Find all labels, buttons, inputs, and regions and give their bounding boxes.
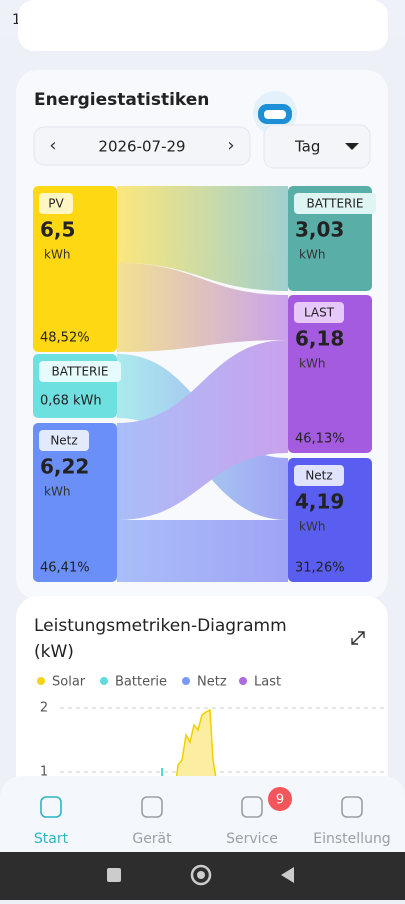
bottom-nav	[0, 776, 405, 852]
previous-card	[18, 0, 388, 51]
legend-marker	[35, 675, 47, 687]
service-badge-count: 9	[276, 793, 284, 808]
node-value: 6,5	[40, 218, 75, 242]
sankey-node	[33, 186, 117, 352]
legend-label[interactable]: Netz	[197, 675, 227, 690]
home-button[interactable]	[190, 864, 212, 886]
nav-icon[interactable]	[141, 796, 163, 818]
node-label: PV	[48, 197, 64, 211]
node-label-pill	[39, 430, 89, 451]
node-value: 6,22	[40, 455, 89, 479]
node-value: 4,19	[295, 490, 344, 514]
legend-label[interactable]: Solar	[52, 675, 86, 690]
node-label-pill	[39, 361, 121, 382]
period-dropdown[interactable]	[263, 124, 371, 169]
legend-marker	[98, 675, 110, 687]
node-label: BATTERIE	[52, 365, 109, 379]
flow	[117, 520, 288, 582]
nav-label[interactable]: Einstellung	[313, 831, 390, 847]
legend-label[interactable]: Last	[254, 675, 281, 690]
node-unit: kWh	[73, 394, 102, 409]
next-date[interactable]: ›	[227, 135, 234, 156]
flow	[117, 263, 288, 352]
robot-eyes	[264, 110, 286, 119]
power-title: Leistungsmetriken-Diagramm	[34, 616, 287, 636]
nav-items: Start Gerät Service Einstellung	[34, 796, 391, 847]
legend-marker	[237, 675, 249, 687]
service-badge	[268, 787, 292, 811]
home-dot	[197, 871, 205, 879]
node-unit: kWh	[44, 248, 70, 262]
legend-label[interactable]: Batterie	[115, 675, 167, 690]
y-tick-label: 1	[40, 765, 48, 780]
prev-date[interactable]: ‹	[49, 135, 56, 156]
node-label: BATTERIE	[307, 197, 364, 211]
card-title: Energiestatistiken	[34, 90, 209, 110]
flow	[117, 340, 288, 520]
sankey-flows	[117, 186, 288, 582]
node-share: 46,41%	[40, 561, 90, 576]
nav-icon[interactable]	[40, 796, 62, 818]
node-label: Netz	[50, 434, 77, 448]
nav-icon[interactable]	[341, 796, 363, 818]
node-label: Netz	[305, 469, 332, 483]
nav-label[interactable]: Service	[226, 831, 278, 847]
flow	[117, 186, 288, 291]
node-unit: kWh	[299, 520, 325, 534]
node-label-pill	[294, 465, 344, 486]
power-unit: (kW)	[34, 642, 74, 662]
node-value: 0,68	[40, 394, 69, 409]
solar-area	[174, 708, 219, 791]
node-value: 3,03	[295, 218, 344, 242]
nav-label[interactable]: Start	[34, 831, 69, 847]
sankey-node	[288, 458, 372, 582]
node-value: 6,18	[295, 327, 344, 351]
nav-icon[interactable]	[241, 796, 263, 818]
expand-icon[interactable]	[351, 631, 365, 645]
node-unit: kWh	[299, 357, 325, 371]
nav-label[interactable]: Gerät	[132, 831, 172, 847]
recents-button[interactable]	[107, 868, 121, 882]
node-label-pill	[294, 302, 344, 323]
node-share: 31,26%	[295, 561, 345, 576]
legend-marker	[180, 675, 192, 687]
date: 2026-07-29	[98, 138, 185, 156]
node-unit: kWh	[299, 248, 325, 262]
y-tick-label: 2	[40, 701, 48, 716]
node-label-pill	[39, 193, 73, 214]
node-share: 46,13%	[295, 432, 345, 447]
sankey-node	[33, 423, 117, 582]
date-picker[interactable]	[33, 126, 251, 166]
sankey-node	[288, 295, 372, 453]
node-label-pill	[294, 193, 376, 214]
node-label: LAST	[304, 306, 335, 320]
legend: Solar Batterie Netz Last	[35, 675, 281, 690]
node-unit: kWh	[44, 485, 70, 499]
sankey-nodes: PV 6,5 kWh 48,52% BATTERIE 0,68 kWh Netz 6,22 kWh…	[33, 186, 376, 582]
node-share: 48,52%	[40, 331, 90, 346]
dropdown-arrow	[345, 143, 359, 150]
back-button[interactable]	[281, 867, 294, 883]
period: Tag	[294, 138, 320, 156]
